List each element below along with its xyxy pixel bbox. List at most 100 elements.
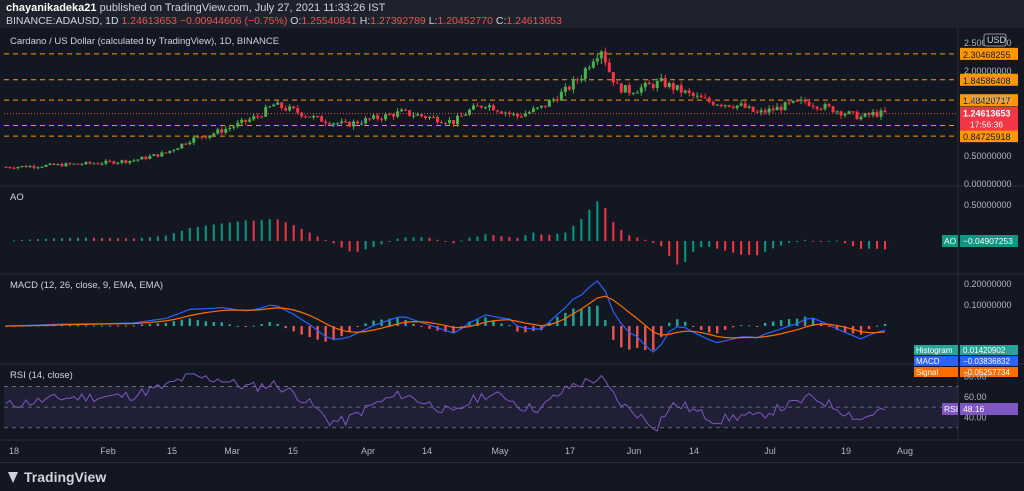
candle-body	[176, 148, 180, 150]
candle-body	[795, 100, 799, 102]
time-axis-tick: Feb	[100, 446, 116, 456]
candle-body	[663, 77, 667, 88]
time-axis-tick: 14	[689, 446, 699, 456]
ao-bar	[116, 238, 119, 241]
ao-bar	[612, 222, 615, 241]
candle-body	[236, 122, 240, 127]
macd-histogram-bar	[755, 326, 759, 327]
candle-body	[192, 137, 196, 143]
candle-body	[244, 119, 248, 122]
candle-body	[779, 106, 783, 111]
ao-bar	[244, 220, 247, 241]
ao-bar	[268, 219, 271, 241]
macd-histogram-bar	[652, 326, 655, 351]
candle-body	[515, 113, 519, 117]
candle-body	[364, 118, 368, 124]
macd-histogram-bar	[196, 320, 199, 326]
ao-bar	[348, 241, 351, 252]
candle-body	[459, 115, 463, 117]
candle-body	[296, 108, 300, 113]
macd-histogram-bar	[412, 323, 415, 326]
macd-badge-name-box	[914, 345, 958, 355]
ao-bar	[484, 234, 487, 241]
candle-body	[256, 116, 260, 118]
ao-bar	[548, 234, 551, 241]
ao-bar	[412, 237, 415, 241]
candle-body	[879, 110, 883, 117]
currency-box	[983, 33, 1007, 47]
candle-body	[104, 160, 108, 164]
candle-body	[799, 99, 803, 101]
candle-body	[180, 143, 184, 149]
macd-histogram-bar	[763, 322, 767, 326]
macd-histogram-bar	[332, 326, 335, 341]
ao-badge-name-box	[942, 235, 958, 247]
candle-body	[308, 116, 312, 118]
candle-body	[92, 163, 96, 165]
candle-body	[28, 166, 32, 168]
author-name[interactable]: chayanikadeka21	[6, 2, 97, 14]
candle-body	[827, 104, 831, 107]
level-label: 1.48420717	[963, 96, 1011, 106]
candle-body	[475, 105, 479, 107]
time-axis-tick: 19	[841, 446, 851, 456]
candle-body	[152, 154, 156, 156]
macd-histogram-bar	[803, 316, 807, 326]
candle-body	[376, 115, 380, 119]
macd-histogram-bar	[883, 323, 887, 326]
candle-body	[344, 121, 348, 123]
candle-body	[511, 113, 515, 115]
candle-body	[571, 79, 575, 90]
candle-body	[368, 118, 372, 120]
price-axis-tick: 2.00000000	[964, 66, 1012, 76]
macd-histogram-bar	[420, 326, 423, 327]
candle-body	[380, 118, 384, 120]
ao-bar	[804, 239, 807, 241]
candle-body	[627, 85, 631, 94]
close-value: 1.24613653	[506, 15, 562, 27]
macd-histogram-bar	[787, 319, 791, 326]
macd-histogram-bar	[739, 325, 743, 327]
candle-body	[575, 79, 579, 81]
macd-histogram-bar	[700, 326, 703, 331]
macd-axis-tick: 0.10000000	[964, 300, 1012, 310]
candle-body	[168, 150, 172, 153]
macd-histogram-bar	[132, 325, 136, 327]
candle-body	[447, 119, 451, 124]
ao-bar	[372, 241, 375, 248]
ao-bar	[380, 241, 383, 245]
ao-bar	[300, 228, 303, 241]
ao-bar	[756, 241, 759, 256]
ao-bar	[572, 225, 575, 241]
candle-body	[188, 142, 192, 145]
candle-body	[216, 129, 220, 134]
candle-body	[400, 109, 404, 112]
candle-body	[76, 163, 80, 165]
ao-bar	[684, 241, 687, 263]
macd-histogram-bar	[60, 325, 64, 327]
candle-body	[775, 106, 779, 111]
macd-histogram-bar	[124, 325, 128, 327]
time-axis-tick: Jul	[764, 446, 776, 456]
candle-body	[208, 135, 212, 138]
ao-bar	[236, 221, 239, 241]
ao-bar	[876, 241, 879, 249]
candle-body	[408, 110, 412, 116]
time-axis-tick: 15	[288, 446, 298, 456]
ohlc-line: BINANCE:ADAUSD, 1D 1.24613653 −0.0094460…	[6, 15, 562, 27]
candle-body	[220, 129, 224, 133]
ao-bar	[836, 240, 839, 242]
macd-histogram-bar	[795, 318, 799, 326]
macd-histogram-bar	[524, 326, 527, 333]
candle-body	[867, 113, 871, 116]
candle-body	[252, 116, 256, 120]
candle-body	[483, 107, 487, 109]
tradingview-logo[interactable]: TradingView	[8, 469, 106, 485]
candle-body	[224, 128, 228, 133]
chart-area[interactable]: 2.304682551.845864081.484207171.03618443…	[0, 28, 1024, 462]
candle-body	[651, 84, 655, 89]
candle-body	[428, 116, 432, 118]
ao-bar	[660, 241, 663, 247]
candle-body	[352, 121, 356, 127]
candle-body	[731, 106, 735, 109]
